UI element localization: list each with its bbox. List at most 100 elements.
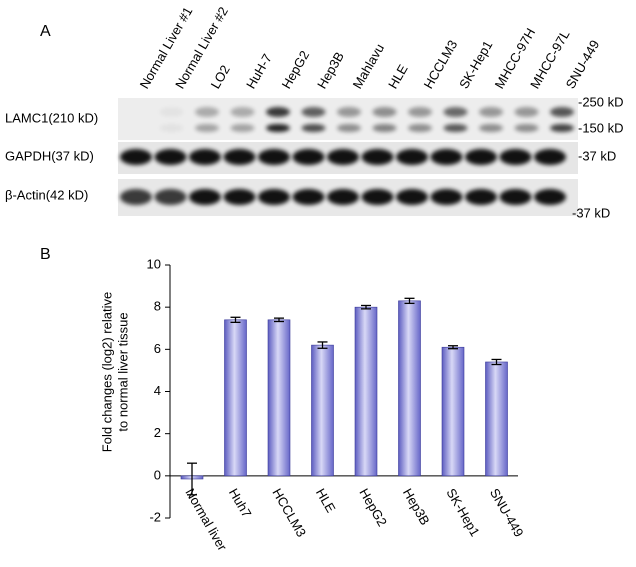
band <box>266 107 290 117</box>
x-tick-label: Huh7 <box>226 486 255 520</box>
band <box>361 149 394 165</box>
x-tick-label: Normal liver <box>182 486 230 554</box>
band <box>479 107 503 117</box>
panel-label: A <box>40 23 51 40</box>
lane-label: HuH-7 <box>243 51 275 91</box>
error-bar <box>274 317 284 323</box>
y-axis-label: to normal liver tissue <box>115 312 130 431</box>
band <box>266 124 290 132</box>
bar <box>485 361 508 477</box>
band <box>514 124 539 132</box>
lane-label: HLE <box>385 62 411 92</box>
x-tick-label: HCCLM3 <box>269 486 309 540</box>
bar <box>398 300 421 477</box>
band <box>292 189 325 205</box>
band <box>258 149 290 165</box>
marker-label: -37 kD <box>578 148 616 163</box>
y-tick-label: 10 <box>147 256 161 271</box>
band <box>337 107 361 117</box>
band <box>499 189 532 205</box>
band <box>479 124 503 132</box>
marker-label: -37 kD <box>572 205 610 220</box>
bar <box>441 346 465 477</box>
band <box>230 124 255 132</box>
bar <box>354 306 378 477</box>
band <box>223 189 256 205</box>
band <box>465 189 497 205</box>
band <box>327 189 359 205</box>
band <box>337 124 361 132</box>
band <box>301 107 326 117</box>
band <box>430 189 463 205</box>
band <box>396 189 428 205</box>
band <box>120 149 152 165</box>
marker-label: -250 kD <box>578 94 624 109</box>
band <box>443 124 468 132</box>
y-tick-label: -2 <box>149 509 161 524</box>
band <box>499 149 532 165</box>
x-tick-label: SNU-449 <box>487 486 527 540</box>
band <box>189 149 221 165</box>
band <box>159 107 184 117</box>
band <box>159 124 184 132</box>
band <box>534 189 566 205</box>
band <box>292 149 325 165</box>
band <box>534 149 566 165</box>
lane-label: Hep3B <box>314 49 347 91</box>
panel-label: B <box>40 246 51 263</box>
band <box>327 149 359 165</box>
band <box>443 107 468 117</box>
error-bar <box>448 345 458 350</box>
y-axis-label: Fold changes (log2) relative <box>99 292 114 452</box>
band <box>408 107 432 117</box>
bar <box>311 344 334 477</box>
band <box>408 124 432 132</box>
band <box>430 149 463 165</box>
band <box>230 107 255 117</box>
blot-bands <box>120 107 574 205</box>
band <box>372 107 397 117</box>
error-bar <box>404 297 415 305</box>
row-label: LAMC1(210 kD) <box>5 110 98 125</box>
error-bar <box>187 462 197 496</box>
band <box>195 107 219 117</box>
error-bar <box>361 304 371 310</box>
lane-label: HepG2 <box>279 48 313 91</box>
bar <box>267 319 291 477</box>
row-label: GAPDH(37 kD) <box>5 148 94 163</box>
bar <box>224 319 247 477</box>
band <box>223 149 256 165</box>
band <box>258 189 290 205</box>
band <box>120 189 152 205</box>
x-tick-label: SK-Hep1 <box>443 486 482 539</box>
marker-label: -150 kD <box>578 120 624 135</box>
lane-label: Mahlavu <box>350 41 388 91</box>
band <box>372 124 397 132</box>
blot-strip <box>118 98 578 140</box>
band <box>550 107 574 117</box>
x-tick-label: HLE <box>313 486 339 516</box>
x-tick-label: HepG2 <box>356 486 390 529</box>
band <box>465 149 497 165</box>
lane-label: HCCLM3 <box>421 37 461 91</box>
band <box>189 189 221 205</box>
y-tick-label: 0 <box>154 467 161 482</box>
error-bar <box>317 341 328 349</box>
y-tick-label: 6 <box>154 341 161 356</box>
lane-label: SNU-449 <box>563 37 603 91</box>
band <box>154 189 187 205</box>
band <box>396 149 428 165</box>
lane-label: SK-Hep1 <box>456 38 495 91</box>
lane-label: LO2 <box>208 62 233 91</box>
band <box>550 124 574 132</box>
y-tick-label: 4 <box>154 383 161 398</box>
error-bar <box>230 316 241 323</box>
band <box>195 124 219 132</box>
row-label: β-Actin(42 kD) <box>5 187 88 202</box>
error-bar <box>491 358 502 366</box>
x-tick-label: Hep3B <box>400 486 433 528</box>
y-tick-label: 8 <box>154 299 161 314</box>
band <box>154 149 187 165</box>
band <box>301 124 326 132</box>
